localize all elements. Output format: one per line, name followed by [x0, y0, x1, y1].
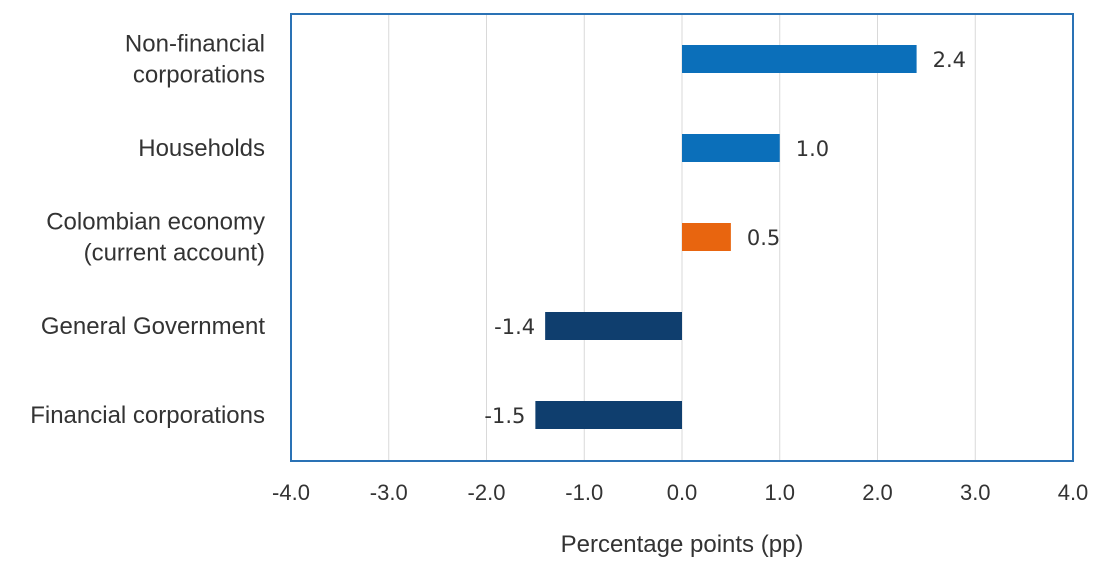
- grid-lines: [388, 14, 976, 461]
- category-label: Households: [138, 135, 265, 162]
- bar: [682, 223, 731, 251]
- category-label: Colombian economy (current account): [46, 209, 265, 267]
- x-tick-label: 4.0: [1058, 480, 1089, 505]
- category-labels: Non-financial corporations Households Colom…: [30, 31, 265, 430]
- x-tick-label: -2.0: [468, 480, 506, 505]
- category-label: General Government: [41, 313, 265, 340]
- value-label: -1.5: [484, 404, 525, 428]
- plot-area-border: [290, 13, 1074, 462]
- category-label: Financial corporations: [30, 402, 265, 429]
- value-labels: 2.4 1.0 0.5 -1.4 -1.5: [484, 48, 966, 428]
- x-tick-label: 3.0: [960, 480, 991, 505]
- x-tick-label: -3.0: [370, 480, 408, 505]
- bars: [535, 45, 917, 429]
- bar: [682, 45, 917, 73]
- x-tick-label: 0.0: [667, 480, 698, 505]
- x-tick-label: -4.0: [272, 480, 310, 505]
- value-label: -1.4: [494, 315, 535, 339]
- x-tick-label: 1.0: [764, 480, 795, 505]
- category-label: Non-financial corporations: [125, 31, 265, 89]
- value-label: 0.5: [747, 226, 780, 250]
- value-label: 1.0: [796, 137, 829, 161]
- x-tick-labels: -4.0 -3.0 -2.0 -1.0 0.0 1.0 2.0 3.0 4.0: [272, 480, 1088, 505]
- x-tick-label: -1.0: [565, 480, 603, 505]
- bar: [535, 401, 682, 429]
- x-axis-title: Percentage points (pp): [561, 531, 804, 558]
- bar: [545, 312, 682, 340]
- value-label: 2.4: [933, 48, 966, 72]
- bar: [682, 134, 780, 162]
- x-tick-label: 2.0: [862, 480, 893, 505]
